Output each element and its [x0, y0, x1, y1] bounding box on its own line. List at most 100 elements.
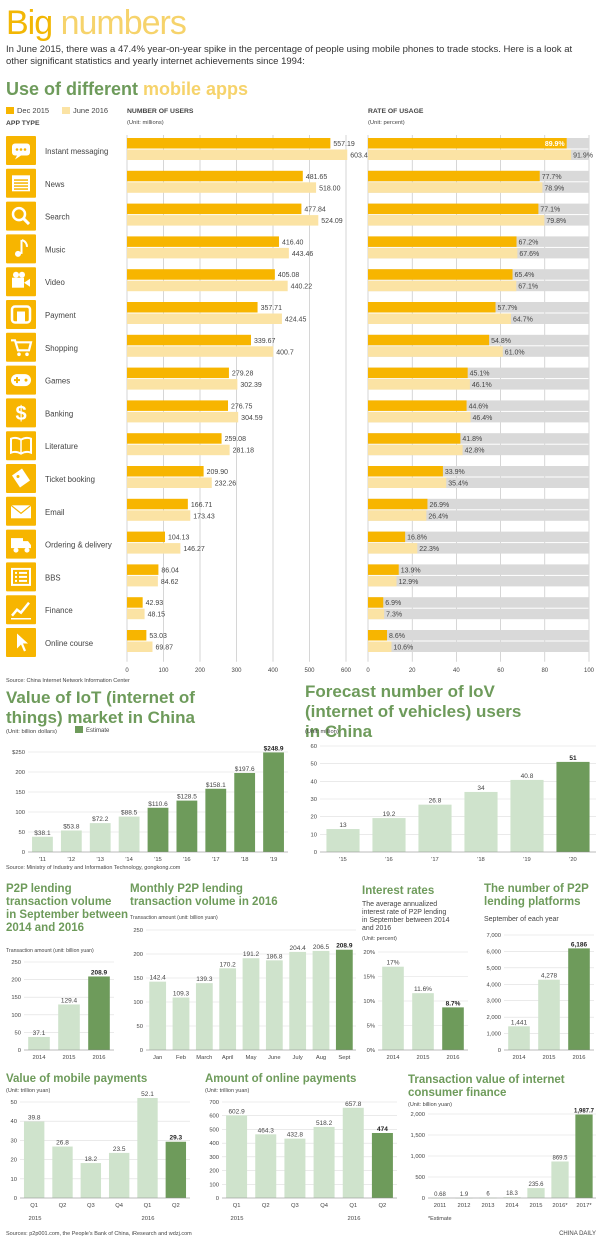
users-label-jun: 146.27: [183, 546, 205, 553]
rate-bar-jun: [368, 411, 471, 423]
app-type-label: Music: [45, 245, 65, 254]
consumer-fin-unit: (Unit: billion yuan): [408, 1102, 452, 1108]
cart-icon-glyph: [11, 339, 33, 357]
bar: [464, 791, 498, 852]
interest-subtitle: interest rate of P2P lending: [362, 909, 446, 916]
bar: [312, 950, 330, 1050]
rate-label-jun: 35.4%: [448, 481, 468, 488]
rate-bar-dec: [368, 433, 461, 444]
payment-charts: Value of mobile payments (Unit: trillion …: [6, 1073, 596, 1237]
data-label: 208.9: [91, 969, 108, 976]
chart-icon-glyph: [11, 601, 31, 620]
search-icon-glyph: [11, 206, 31, 226]
mail-icon-glyph: [10, 504, 32, 519]
x-tick: 2015: [543, 1055, 556, 1061]
y-tick: 200: [209, 1169, 219, 1175]
data-label: 37.1: [33, 1030, 46, 1037]
data-label: 142.4: [150, 975, 167, 982]
users-bar-jun: [127, 575, 158, 587]
app-type-label: Banking: [45, 409, 73, 418]
rate-bar-bg: [368, 608, 589, 620]
data-label: 18.2: [85, 1156, 98, 1163]
data-label: 17%: [386, 960, 399, 967]
rate-label-jun: 10.6%: [393, 645, 413, 652]
consumer-fin-title: consumer finance: [408, 1087, 506, 1099]
data-label: 23.5: [113, 1146, 126, 1153]
rate-bar-bg: [368, 477, 589, 488]
y-tick: 40: [11, 1119, 17, 1125]
rate-label-dec: 54.8%: [491, 338, 511, 345]
book-icon-glyph: [10, 436, 32, 455]
y-tick: 0: [14, 1196, 17, 1202]
x-tick: 2015: [530, 1203, 543, 1209]
users-label-dec: 477.84: [304, 207, 326, 214]
x-tick: June: [268, 1055, 281, 1061]
rate-label-jun: 67.1%: [518, 284, 538, 291]
x-tick: Q1: [30, 1203, 38, 1209]
rate-label-dec: 77.7%: [542, 174, 562, 181]
rate-label-dec: 13.9%: [401, 567, 421, 574]
y-tick: 5%: [367, 1024, 375, 1030]
users-label-dec: 42.93: [146, 600, 164, 607]
y-tick: 100: [209, 1182, 219, 1188]
x-tick: Q1: [233, 1203, 241, 1209]
y-tick: 1,000: [410, 1154, 425, 1160]
y-tick: 30: [311, 797, 317, 803]
bar: [149, 981, 167, 1050]
bar: [382, 966, 404, 1050]
rate-label-dec: 6.9%: [385, 600, 401, 607]
data-label: 186.8: [266, 953, 283, 960]
data-label: $128.5: [177, 794, 197, 801]
platforms-title: lending platforms: [484, 896, 580, 908]
users-bar-dec: [127, 498, 188, 510]
bar: [255, 1134, 277, 1198]
y-tick: 250: [133, 928, 143, 934]
x-tick: Q2: [172, 1203, 180, 1209]
y-tick: 200: [133, 952, 143, 958]
estimate-note: *Estimate: [428, 1216, 452, 1222]
y-tick: 50: [311, 762, 317, 768]
y-tick: 150: [15, 790, 25, 796]
bar: [265, 960, 283, 1050]
data-label: 34: [477, 785, 485, 792]
data-label: 52.1: [141, 1091, 154, 1098]
rate-label-dec: 26.9%: [429, 502, 449, 509]
users-label-jun: 84.62: [161, 579, 179, 586]
bar: [118, 816, 140, 852]
bar: [195, 983, 213, 1050]
data-label: $158.1: [206, 782, 226, 789]
y-tick: 20: [11, 1158, 17, 1164]
rate-bar-jun: [368, 313, 511, 324]
legend-swatch-jun: [62, 107, 70, 114]
rate-bar-dec: [368, 597, 384, 608]
data-label: $197.6: [235, 766, 255, 773]
rate-label-dec: 33.9%: [445, 469, 465, 476]
users-tick: 0: [125, 668, 129, 674]
rate-bar-bg: [368, 630, 589, 641]
rate-label-jun: 26.4%: [428, 513, 448, 520]
rate-bar-jun: [368, 608, 385, 620]
interest-subtitle: The average annualized: [362, 901, 437, 908]
users-bar-dec: [127, 138, 331, 149]
mobile-pay-unit: (Unit: trillion yuan): [6, 1088, 50, 1094]
cart-icon: [6, 332, 36, 362]
y-tick: 500: [415, 1175, 425, 1181]
y-tick: 200: [15, 770, 25, 776]
rate-bar-dec: [368, 236, 517, 247]
y-tick: 20: [311, 815, 317, 821]
rate-bar-dec: [368, 138, 567, 149]
bar: [28, 1036, 50, 1050]
rate-bar-dec: [368, 269, 513, 280]
y-tick: 5,000: [486, 966, 501, 972]
y-tick: 250: [11, 960, 21, 966]
rate-label-jun: 12.9%: [399, 579, 419, 586]
rate-bar-jun: [368, 280, 517, 292]
apps-source: Source: China Internet Network Informati…: [6, 678, 130, 684]
search-icon: [6, 201, 36, 231]
users-label-jun: 603.46: [350, 153, 372, 160]
data-label: 13: [339, 822, 347, 829]
data-label: 208.9: [336, 943, 353, 950]
y-tick: 150: [11, 995, 21, 1001]
bar: [89, 823, 111, 852]
x-tick: Q2: [379, 1203, 387, 1209]
